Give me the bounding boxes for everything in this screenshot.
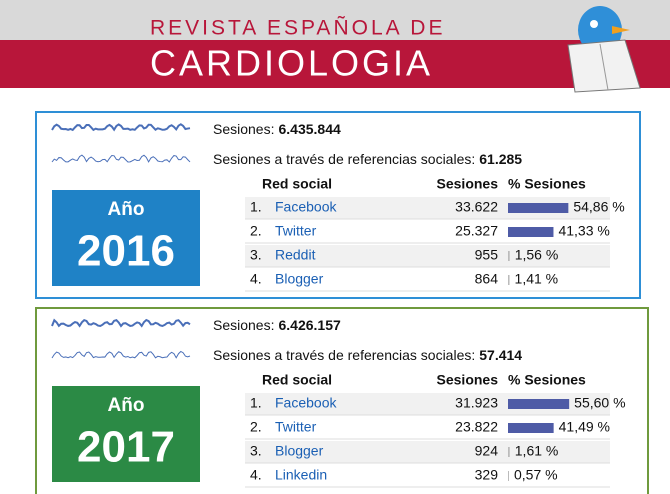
social-line: Sesiones a través de referencias sociale… [213, 347, 522, 363]
network: Twitter [275, 223, 317, 239]
row-bg [245, 441, 610, 463]
social-label: Sesiones a través de referencias sociale… [213, 151, 475, 167]
share-label: 54,86 % [573, 199, 624, 215]
network: Reddit [275, 247, 316, 263]
share-bar [508, 423, 554, 433]
share-bar [508, 203, 569, 213]
row-bg [245, 393, 610, 415]
col-header: Sesiones [437, 372, 499, 388]
row-bg [245, 269, 610, 291]
header-band [0, 40, 670, 88]
network: Twitter [275, 419, 317, 435]
year-label: Año [108, 199, 145, 220]
share-label: 1,61 % [515, 443, 559, 459]
sessions-line: Sesiones: 6.435.844 [213, 121, 341, 137]
row-sessions: 23.822 [455, 419, 498, 435]
row-sessions: 329 [475, 467, 499, 483]
sessions-value: 6.435.844 [278, 121, 340, 137]
social-label: Sesiones a través de referencias sociale… [213, 347, 475, 363]
year-label: Año [108, 395, 145, 416]
header-top [0, 0, 670, 40]
rank: 3. [250, 443, 262, 459]
share-label: 1,41 % [515, 271, 559, 287]
share-bar [508, 447, 510, 457]
share-label: 0,57 % [514, 467, 558, 483]
rank: 3. [250, 247, 262, 263]
year: 2017 [77, 423, 175, 472]
row-sessions: 955 [475, 247, 499, 263]
year-box [52, 386, 200, 482]
share-bar [508, 275, 510, 285]
share-label: 55,60 % [574, 395, 625, 411]
rank: 4. [250, 271, 262, 287]
share-bar [508, 399, 570, 409]
col-header: % Sesiones [508, 176, 586, 192]
col-header: Red social [262, 176, 332, 192]
share-bar [508, 227, 554, 237]
rank: 1. [250, 199, 262, 215]
social-line: Sesiones a través de referencias sociale… [213, 151, 522, 167]
mascot [567, 6, 641, 93]
row-sessions: 924 [475, 443, 499, 459]
year-box [52, 190, 200, 286]
year: 2016 [77, 227, 175, 276]
share-label: 1,56 % [515, 247, 559, 263]
row-sessions: 31.923 [455, 395, 498, 411]
row-sessions: 33.622 [455, 199, 498, 215]
sparkline [51, 123, 191, 132]
share-bar [508, 251, 510, 261]
network: Linkedin [275, 467, 327, 483]
share-label: 41,49 % [559, 419, 610, 435]
rank: 2. [250, 419, 262, 435]
social-value: 61.285 [479, 151, 522, 167]
rank: 4. [250, 467, 262, 483]
col-header: Red social [262, 372, 332, 388]
sessions-label: Sesiones: [213, 121, 274, 137]
rank: 2. [250, 223, 262, 239]
row-bg [245, 245, 610, 267]
row-bg [245, 221, 610, 243]
header-line1: REVISTA ESPAÑOLA DE [150, 16, 445, 40]
network: Facebook [275, 199, 337, 215]
sparkline [51, 154, 191, 163]
col-header: % Sesiones [508, 372, 586, 388]
sparkline [51, 350, 191, 359]
row-sessions: 25.327 [455, 223, 498, 239]
social-value: 57.414 [479, 347, 522, 363]
share-label: 41,33 % [558, 223, 609, 239]
row-bg [245, 465, 610, 487]
sessions-value: 6.426.157 [278, 317, 340, 333]
network: Facebook [275, 395, 337, 411]
header-line2: CARDIOLOGIA [150, 43, 433, 84]
panel [35, 111, 641, 299]
panel [35, 307, 649, 494]
rank: 1. [250, 395, 262, 411]
row-sessions: 864 [475, 271, 499, 287]
col-header: Sesiones [437, 176, 499, 192]
network: Blogger [275, 271, 324, 287]
row-bg [245, 417, 610, 439]
share-bar [508, 471, 509, 481]
sessions-label: Sesiones: [213, 317, 274, 333]
row-bg [245, 197, 610, 219]
sparkline [51, 318, 191, 328]
network: Blogger [275, 443, 324, 459]
sessions-line: Sesiones: 6.426.157 [213, 317, 341, 333]
